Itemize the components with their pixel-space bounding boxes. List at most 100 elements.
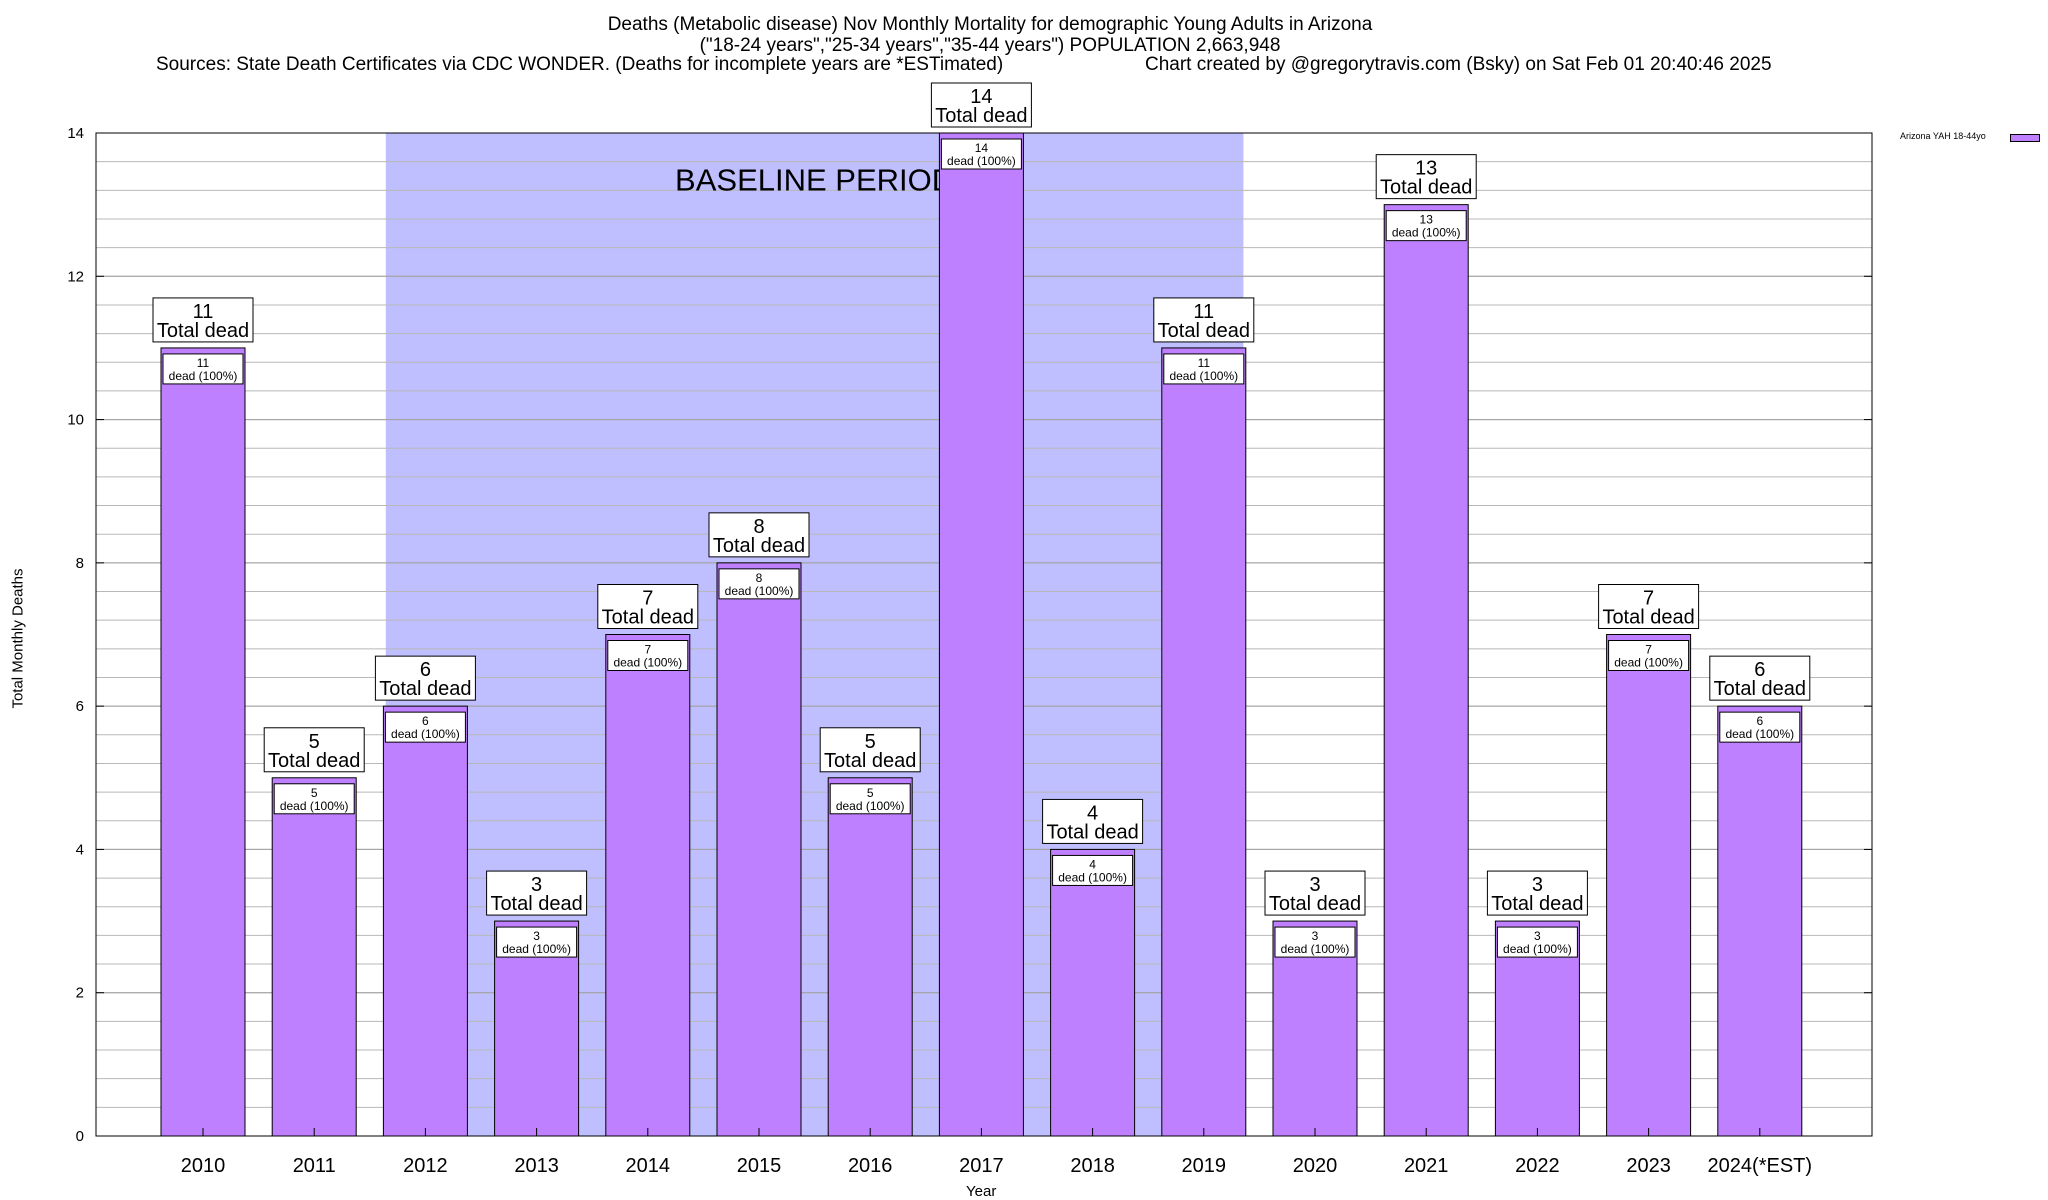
bar-value-suffix: dead (100%) — [1058, 870, 1127, 884]
bar-value-label: 6 — [1756, 714, 1763, 728]
x-tick-label: 2010 — [181, 1155, 226, 1177]
total-value-label: 13 — [1415, 158, 1437, 180]
x-tick-label: 2011 — [293, 1155, 336, 1177]
bar-value-label: 3 — [533, 929, 540, 943]
total-label-box — [486, 870, 588, 916]
x-tick-label: 2015 — [737, 1155, 782, 1177]
total-value-label: 5 — [309, 731, 320, 753]
bar — [716, 562, 802, 1137]
total-value-suffix: Total dead — [1046, 821, 1138, 843]
bar-value-suffix: dead (100%) — [1281, 942, 1350, 956]
total-label-box — [152, 297, 254, 343]
bar-value-suffix: dead (100%) — [725, 584, 794, 598]
bar — [1717, 705, 1803, 1137]
baseline-annotation: BASELINE PERIOD — [675, 162, 954, 197]
y-tick-label: 14 — [67, 125, 84, 142]
total-value-label: 14 — [970, 86, 992, 108]
bar-label-box — [1719, 711, 1801, 743]
y-tick-label: 0 — [76, 1128, 84, 1145]
x-tick-label: 2014 — [626, 1155, 671, 1177]
bar-value-label: 11 — [197, 356, 210, 370]
y-tick-label: 8 — [76, 555, 84, 572]
total-label-box — [1264, 870, 1366, 916]
total-value-label: 3 — [531, 874, 542, 896]
bar-label-box — [607, 640, 689, 671]
total-label-box — [1042, 798, 1144, 844]
bar-label-box — [1274, 926, 1356, 958]
bar — [382, 705, 468, 1137]
bar-value-suffix: dead (100%) — [613, 656, 682, 670]
total-value-suffix: Total dead — [713, 535, 805, 557]
title-line-1: Deaths (Metabolic disease) Nov Monthly M… — [607, 14, 1373, 35]
bar-value-suffix: dead (100%) — [836, 799, 905, 813]
bar-value-suffix: dead (100%) — [391, 727, 460, 741]
total-label-box — [1598, 584, 1700, 629]
total-value-suffix: Total dead — [602, 607, 694, 629]
bar-value-suffix: dead (100%) — [1169, 369, 1238, 383]
x-tick-label: 2017 — [959, 1155, 1004, 1177]
plot-frame — [95, 132, 1873, 1137]
x-tick-label: 2022 — [1515, 1155, 1560, 1177]
total-label-box — [1153, 297, 1255, 343]
y-tick-label: 12 — [67, 268, 84, 285]
x-tick-label: 2013 — [514, 1155, 559, 1177]
bar-label-box — [162, 353, 244, 385]
x-tick-label: 2024(*EST) — [1708, 1155, 1813, 1177]
bar — [827, 777, 913, 1137]
bar — [1606, 634, 1692, 1137]
total-label-box — [1375, 154, 1477, 200]
bar — [938, 132, 1024, 1137]
bar-value-label: 5 — [867, 786, 874, 800]
total-value-suffix: Total dead — [379, 678, 471, 700]
total-label-box — [597, 584, 699, 629]
total-value-label: 3 — [1532, 874, 1543, 896]
bar — [1050, 848, 1136, 1137]
total-value-suffix: Total dead — [1380, 177, 1472, 199]
total-value-suffix: Total dead — [1491, 893, 1583, 915]
bar — [605, 634, 691, 1137]
legend-swatch — [2010, 134, 2040, 142]
total-label-box — [263, 727, 365, 773]
total-value-label: 11 — [193, 301, 214, 323]
bar-label-box — [829, 783, 911, 815]
total-value-suffix: Total dead — [1602, 607, 1694, 629]
total-value-label: 7 — [642, 588, 653, 610]
bar-label-box — [718, 568, 800, 600]
bar-label-box — [273, 783, 355, 815]
bar-value-label: 3 — [1312, 929, 1319, 943]
bar-value-label: 14 — [975, 141, 989, 155]
total-value-suffix: Total dead — [1269, 893, 1361, 915]
total-value-suffix: Total dead — [824, 750, 916, 772]
total-value-suffix: Total dead — [1714, 678, 1806, 700]
bar-label-box — [1608, 640, 1690, 671]
total-value-label: 5 — [865, 731, 876, 753]
x-axis-label: Year — [966, 1183, 997, 1200]
y-tick-label: 6 — [76, 698, 84, 715]
source-note: Sources: State Death Certificates via CD… — [156, 54, 1004, 75]
y-tick-label: 2 — [76, 985, 84, 1002]
bar-value-label: 7 — [1645, 643, 1652, 657]
bar-value-suffix: dead (100%) — [947, 154, 1016, 168]
bar-value-label: 4 — [1089, 857, 1096, 871]
total-value-suffix: Total dead — [268, 750, 360, 772]
bar-value-suffix: dead (100%) — [169, 369, 238, 383]
bar-value-suffix: dead (100%) — [280, 799, 349, 813]
total-value-label: 6 — [420, 659, 431, 681]
bar-value-label: 6 — [422, 714, 429, 728]
bar-value-label: 3 — [1534, 929, 1541, 943]
legend-label: Arizona YAH 18-44yo — [1900, 131, 1986, 141]
y-tick-label: 10 — [67, 412, 84, 429]
bar — [1383, 204, 1469, 1137]
bar-label-box — [496, 926, 578, 958]
total-value-label: 11 — [1193, 301, 1214, 323]
bar-value-label: 11 — [1198, 356, 1211, 370]
total-value-label: 4 — [1087, 802, 1098, 824]
total-label-box — [930, 82, 1032, 128]
total-value-suffix: Total dead — [935, 105, 1027, 127]
total-label-box — [819, 727, 921, 773]
bar-value-label: 5 — [311, 786, 318, 800]
bar — [1161, 347, 1247, 1137]
bar-label-box — [1496, 926, 1578, 958]
bar — [271, 777, 357, 1137]
